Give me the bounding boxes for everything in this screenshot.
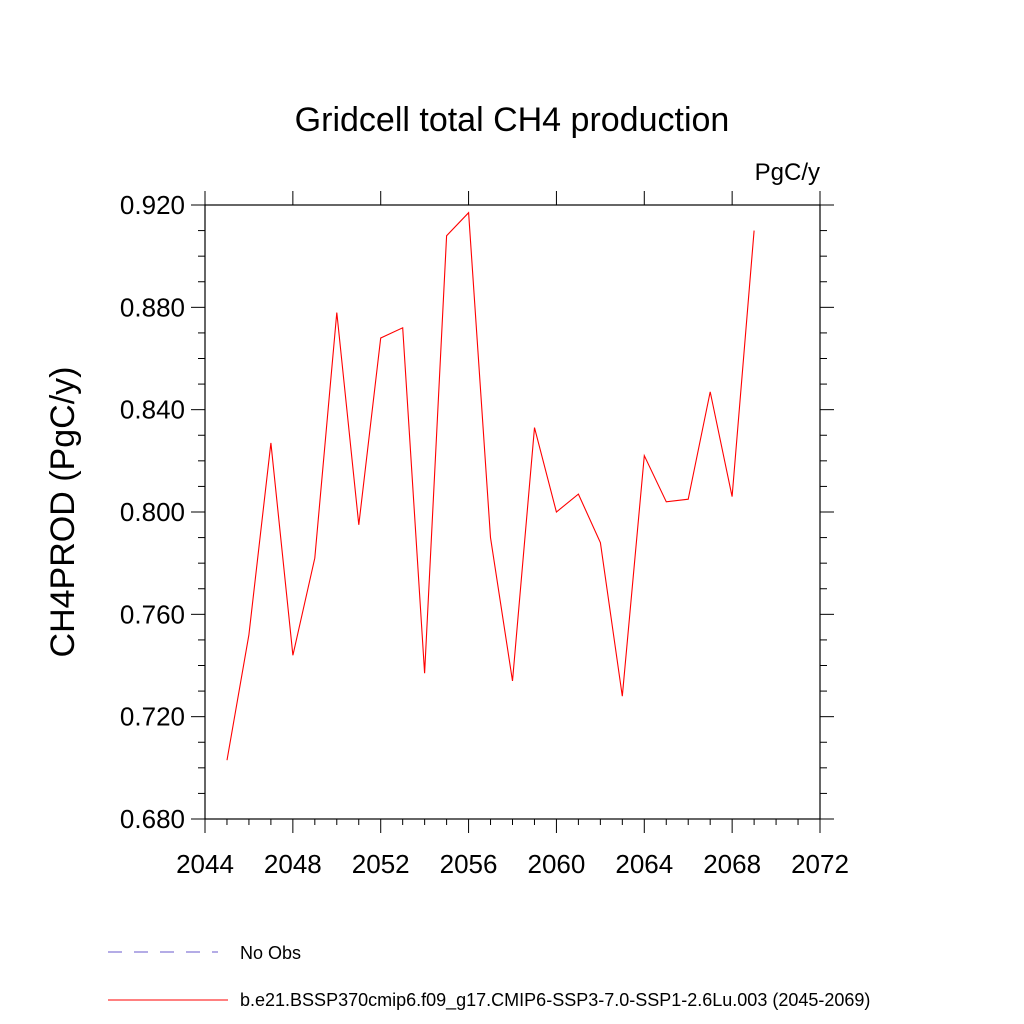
- x-tick-label: 2068: [703, 849, 761, 879]
- series-layer: [226, 211, 755, 761]
- x-tick-label: 2056: [440, 849, 498, 879]
- units-label: PgC/y: [755, 159, 820, 186]
- y-tick-labels: 0.680 0.720 0.760 0.800 0.840 0.880 0.920: [120, 190, 185, 834]
- axis-ticks: [191, 191, 834, 833]
- x-tick-label: 2060: [528, 849, 586, 879]
- x-tick-labels: 2044 2048 2052 2056 2060 2064 2068 2072: [176, 849, 849, 879]
- y-tick-label: 0.880: [120, 292, 185, 322]
- x-tick-label: 2048: [264, 849, 322, 879]
- y-tick-label: 0.840: [120, 395, 185, 425]
- x-tick-label: 2044: [176, 849, 234, 879]
- plot-frame: [204, 204, 821, 820]
- y-tick-label: 0.760: [120, 599, 185, 629]
- y-tick-label: 0.680: [120, 804, 185, 834]
- x-tick-label: 2052: [352, 849, 410, 879]
- y-tick-label: 0.920: [120, 190, 185, 220]
- y-axis-label: CH4PROD (PgC/y): [44, 367, 82, 658]
- x-tick-label: 2072: [791, 849, 849, 879]
- chart-title: Gridcell total CH4 production: [295, 101, 730, 139]
- series-line: [226, 211, 755, 761]
- x-tick-label: 2064: [615, 849, 673, 879]
- legend: No Obs b.e21.BSSP370cmip6.f09_g17.CMIP6-…: [108, 943, 870, 1011]
- legend-no-obs-label: No Obs: [240, 943, 301, 963]
- legend-series-label: b.e21.BSSP370cmip6.f09_g17.CMIP6-SSP3-7.…: [240, 990, 870, 1011]
- y-tick-label: 0.720: [120, 702, 185, 732]
- y-tick-label: 0.800: [120, 497, 185, 527]
